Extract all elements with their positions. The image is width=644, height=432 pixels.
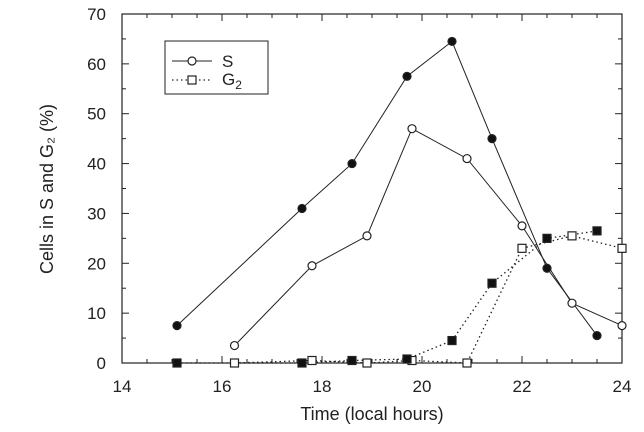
data-point [487, 278, 497, 288]
data-point [347, 355, 357, 366]
y-tick-label: 40 [87, 155, 106, 174]
data-point [347, 158, 357, 169]
y-tick-label: 50 [87, 105, 106, 124]
data-point [229, 358, 240, 368]
data-point [447, 36, 457, 47]
data-point [407, 124, 417, 134]
data-point [229, 340, 240, 351]
y-tick-label: 70 [87, 5, 106, 24]
data-point [402, 354, 412, 364]
legend-g2-label: G2 [222, 70, 242, 92]
y-tick-label: 10 [87, 304, 106, 323]
series-points [172, 36, 627, 368]
series-lines [176, 40, 623, 364]
data-point [402, 71, 412, 81]
legend-g2-base: G [222, 70, 235, 89]
data-point [362, 358, 372, 368]
data-point [362, 231, 372, 241]
series-line-0 [234, 127, 623, 346]
legend-s-marker [187, 56, 197, 66]
x-tick-label: 24 [613, 377, 632, 396]
data-point [592, 330, 602, 341]
data-point [172, 358, 182, 368]
data-point [447, 335, 457, 346]
data-point [542, 233, 552, 243]
tick-labels: 14 16 18 20 22 24 0 10 20 30 40 50 60 70 [87, 5, 631, 396]
x-tick-label: 16 [213, 377, 232, 396]
data-point [617, 243, 627, 253]
data-point [592, 226, 602, 236]
data-point [297, 203, 307, 214]
data-point [172, 321, 182, 331]
y-tick-label: 30 [87, 204, 106, 223]
y-tick-label: 60 [87, 55, 106, 74]
x-tick-label: 20 [413, 377, 432, 396]
series-line-1 [234, 235, 623, 364]
x-tick-label: 22 [513, 377, 532, 396]
series-line-2 [176, 40, 598, 336]
data-point [307, 355, 317, 366]
data-point [487, 134, 497, 144]
data-point [617, 321, 627, 331]
legend-g2-subscript: 2 [235, 78, 242, 92]
y-tick-label: 20 [87, 254, 106, 273]
x-tick-label: 14 [113, 377, 132, 396]
data-point [297, 358, 307, 368]
data-point [517, 221, 527, 231]
data-point [462, 153, 472, 164]
legend-s-label: S [222, 52, 233, 71]
legend: S G2 [164, 40, 269, 95]
data-point [567, 231, 577, 241]
y-axis-label: Cells in S and G₂ (%) [37, 104, 57, 274]
data-point [462, 358, 472, 368]
data-point [542, 263, 552, 273]
series-line-3 [177, 230, 598, 364]
data-point [517, 243, 527, 253]
data-point [307, 261, 317, 271]
data-point [567, 298, 577, 308]
x-axis-label: Time (local hours) [300, 404, 443, 424]
y-tick-label: 0 [97, 354, 106, 373]
legend-box [164, 40, 269, 95]
axis-ticks [121, 13, 623, 364]
legend-g2-marker [187, 75, 197, 85]
x-tick-label: 18 [313, 377, 332, 396]
